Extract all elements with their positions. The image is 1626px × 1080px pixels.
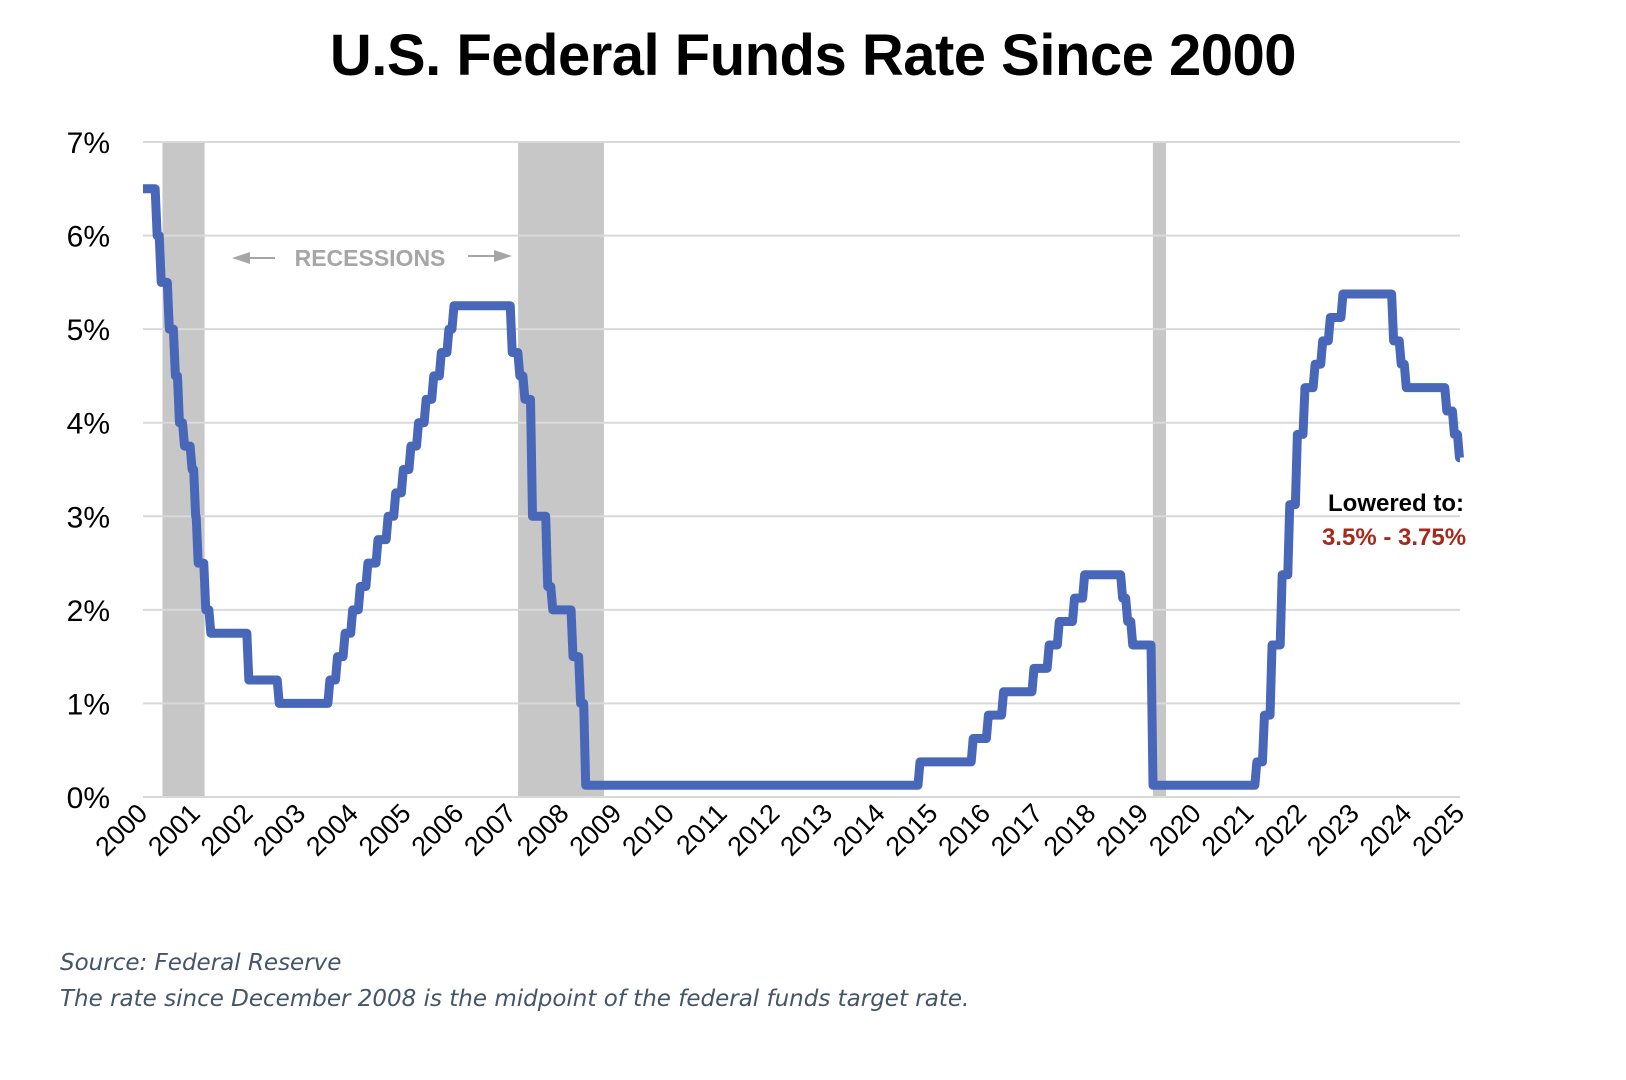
x-tick-label: 2005	[353, 798, 417, 862]
x-tick-label: 2011	[670, 798, 732, 860]
y-tick-label: 3%	[67, 501, 110, 534]
annotation-lowered-to: Lowered to:	[1328, 490, 1464, 517]
right-arrow-icon	[494, 250, 512, 262]
recession-band-3	[1152, 142, 1167, 797]
x-tick-label: 2025	[1407, 798, 1471, 862]
source-note: Source: Federal Reserve	[60, 950, 342, 976]
x-tick-label: 2015	[880, 798, 944, 862]
x-tick-label: 2010	[616, 798, 680, 862]
x-tick-label: 2001	[142, 798, 206, 862]
recession-bands	[162, 142, 1167, 797]
chart-title: U.S. Federal Funds Rate Since 2000	[329, 23, 1297, 88]
x-tick-label: 2006	[406, 798, 470, 862]
recessions-label: RECESSIONS	[295, 245, 446, 271]
gridlines	[143, 141, 1460, 798]
x-tick-label: 2004	[300, 798, 364, 862]
x-tick-label: 2014	[827, 798, 891, 862]
y-tick-label: 1%	[67, 688, 110, 721]
x-tick-label: 2019	[1090, 798, 1154, 862]
x-axis-ticks: 2000200120022003200420052006200720082009…	[90, 798, 1471, 862]
y-tick-label: 0%	[67, 782, 110, 815]
x-tick-label: 2002	[195, 798, 259, 862]
annotations: RECESSIONS Lowered to: 3.5% - 3.75%	[232, 245, 1466, 551]
x-tick-label: 2012	[722, 798, 786, 862]
methodology-note: The rate since December 2008 is the midp…	[60, 986, 970, 1012]
y-tick-label: 4%	[67, 408, 110, 441]
annotation-rate-range: 3.5% - 3.75%	[1322, 524, 1466, 551]
recession-band-1	[162, 142, 205, 797]
y-tick-label: 6%	[67, 221, 110, 254]
x-tick-label: 2022	[1249, 798, 1313, 862]
y-tick-label: 5%	[67, 314, 110, 347]
chart-area: 0% 1% 2% 3% 4% 5% 6% 7% 20002001200220032004200…	[67, 127, 1471, 862]
x-tick-label: 2020	[1143, 798, 1207, 862]
recessions-label-group: RECESSIONS	[232, 245, 512, 271]
x-tick-label: 2023	[1301, 798, 1365, 862]
x-tick-label: 2021	[1196, 798, 1260, 862]
x-tick-label: 2009	[564, 798, 628, 862]
x-tick-label: 2007	[458, 798, 522, 862]
x-tick-label: 2003	[248, 798, 312, 862]
x-tick-label: 2008	[511, 798, 575, 862]
x-tick-label: 2016	[932, 798, 996, 862]
rate-series	[143, 184, 1464, 790]
y-tick-label: 7%	[67, 127, 110, 160]
left-arrow-icon	[232, 252, 250, 264]
series-line-1	[143, 184, 1464, 790]
y-tick-label: 2%	[67, 595, 110, 628]
x-tick-label: 2013	[774, 798, 838, 862]
y-axis-ticks: 0% 1% 2% 3% 4% 5% 6% 7%	[67, 127, 110, 815]
x-tick-label: 2018	[1038, 798, 1102, 862]
x-tick-label: 2017	[985, 798, 1049, 862]
x-tick-label: 2024	[1354, 798, 1418, 862]
